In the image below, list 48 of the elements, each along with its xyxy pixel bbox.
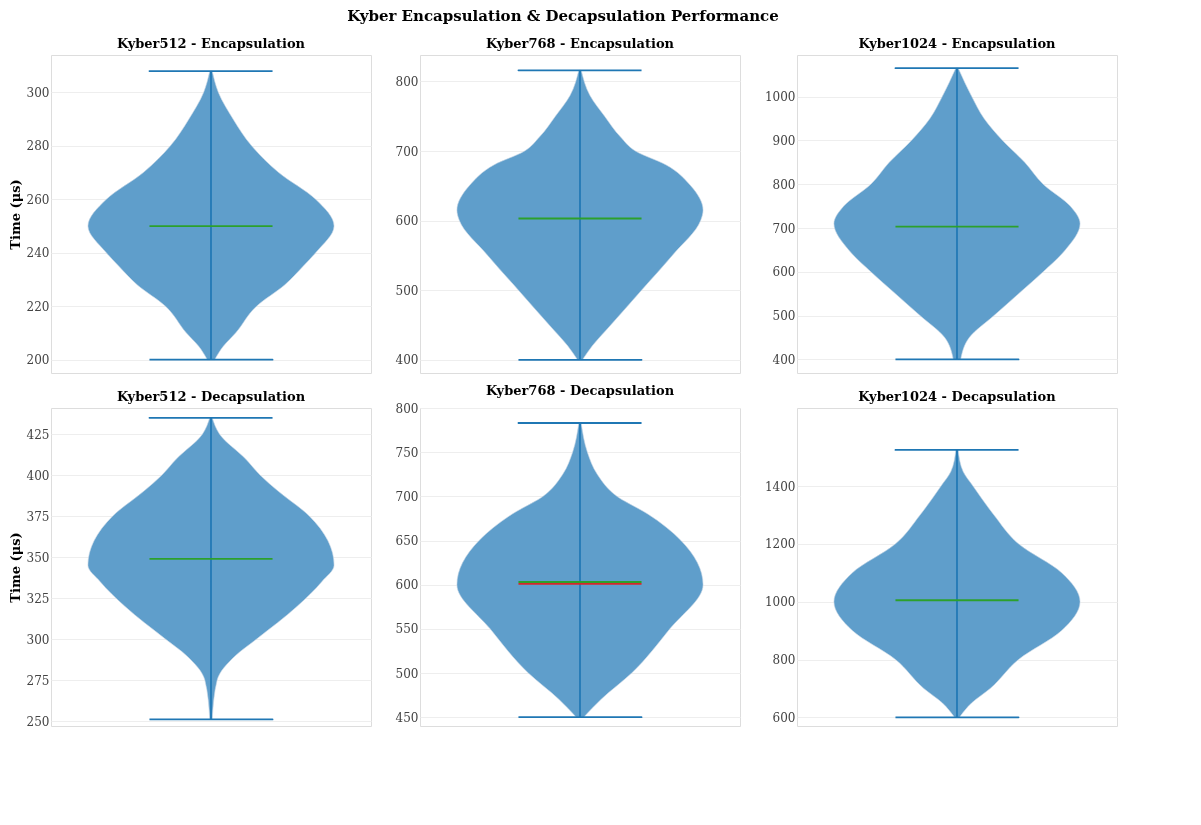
chart-title: Kyber1024 - Decapsulation [858, 389, 1057, 404]
y-tick-label: 1400 [764, 479, 796, 494]
y-tick-label: 1000 [764, 90, 796, 105]
y-tick-label: 500 [772, 309, 796, 324]
chart-title: Kyber1024 - Encapsulation [858, 36, 1057, 51]
y-tick-label: 650 [395, 534, 419, 548]
chart-title: Kyber768 - Encapsulation [485, 36, 675, 51]
y-tick-label: 375 [26, 509, 50, 524]
y-axis-title: Time (μs) [7, 179, 23, 250]
y-tick-label: 500 [395, 666, 419, 681]
y-tick-label: 325 [26, 591, 50, 606]
y-tick-label: 750 [395, 445, 419, 460]
y-tick-label: 700 [395, 489, 419, 504]
y-tick-label: 250 [26, 714, 50, 729]
chart-title: Kyber512 - Encapsulation [116, 36, 306, 51]
y-tick-label: 900 [772, 133, 796, 148]
y-tick-label: 550 [395, 622, 419, 637]
y-tick-label: 600 [395, 578, 419, 593]
y-tick-label: 400 [26, 468, 50, 483]
y-tick-label: 450 [395, 710, 419, 725]
y-tick-label: 300 [26, 632, 50, 647]
y-tick-label: 1200 [764, 537, 796, 552]
y-tick-label: 400 [395, 353, 419, 368]
y-tick-label: 240 [26, 246, 50, 261]
y-tick-label: 200 [26, 353, 50, 368]
y-tick-label: 600 [772, 265, 796, 280]
y-tick-label: 220 [26, 299, 50, 314]
y-tick-label: 800 [395, 74, 419, 89]
y-tick-label: 800 [772, 653, 796, 668]
y-tick-label: 600 [772, 710, 796, 725]
y-axis-title: Time (μs) [7, 532, 23, 603]
text: Kyber Encapsulation & Decapsulation Performance [347, 6, 779, 25]
y-tick-label: 800 [772, 177, 796, 192]
y-tick-label: 300 [26, 85, 50, 100]
y-tick-label: 700 [395, 144, 419, 159]
chart-title: Kyber512 - Decapsulation [116, 389, 306, 404]
y-tick-label: 400 [772, 352, 796, 367]
y-tick-label: 600 [395, 214, 419, 229]
chart-title: Kyber768 - Decapsulation [485, 383, 675, 398]
y-tick-label: 350 [26, 550, 50, 565]
y-tick-label: 260 [26, 192, 50, 207]
y-tick-label: 500 [395, 283, 419, 298]
y-tick-label: 280 [26, 139, 50, 154]
y-tick-label: 425 [26, 427, 50, 442]
y-tick-label: 1000 [764, 595, 796, 610]
y-tick-label: 700 [772, 221, 796, 236]
y-tick-label: 275 [26, 673, 50, 688]
y-tick-label: 800 [395, 401, 419, 416]
